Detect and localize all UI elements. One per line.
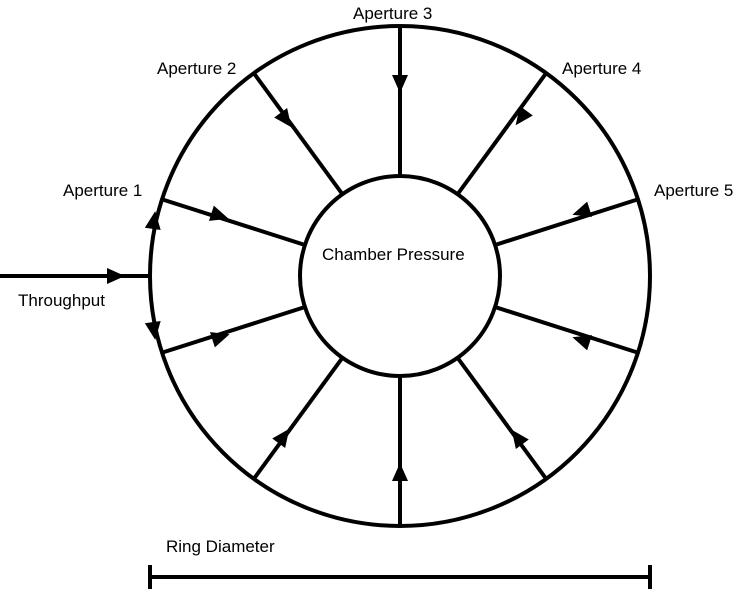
spoke-bottom-left (251, 355, 345, 482)
label-chamber-pressure: Chamber Pressure (322, 245, 465, 264)
label-aperture-4: Aperture 4 (562, 59, 641, 78)
spoke-top-right (455, 70, 549, 197)
spoke-right-lower (494, 305, 640, 355)
chamber-circle (298, 174, 502, 378)
arrow-top-left (274, 108, 292, 128)
arrow-right-lower (572, 335, 593, 351)
arrow-left-lower (209, 332, 230, 348)
label-aperture-3: Aperture 3 (353, 4, 432, 23)
arrow-bottom-left (272, 428, 290, 448)
arrow-top-right (515, 106, 533, 126)
label-ring-diameter: Ring Diameter (166, 537, 275, 556)
ring-diameter-bar (148, 565, 652, 589)
arrow-bottom-right (511, 429, 529, 449)
arrow-top (392, 75, 408, 93)
spoke-bottom-right (455, 355, 549, 482)
spokes (160, 26, 640, 526)
arrow-ring-down (144, 320, 161, 340)
arrow-right-upper (572, 201, 593, 217)
spoke-right-upper (494, 197, 640, 247)
arrow-bottom (392, 463, 408, 481)
flow-arrows (107, 75, 593, 481)
spoke-top-left (251, 70, 345, 197)
arrow-ring-up (144, 211, 161, 231)
label-aperture-1: Aperture 1 (63, 181, 142, 200)
label-throughput: Throughput (18, 291, 105, 310)
arrow-throughput (107, 268, 125, 284)
arrow-left-upper (208, 205, 229, 221)
label-aperture-2: Aperture 2 (157, 59, 236, 78)
spoke-left-upper (160, 197, 306, 247)
spoke-left-lower (160, 305, 306, 355)
label-aperture-5: Aperture 5 (654, 181, 733, 200)
